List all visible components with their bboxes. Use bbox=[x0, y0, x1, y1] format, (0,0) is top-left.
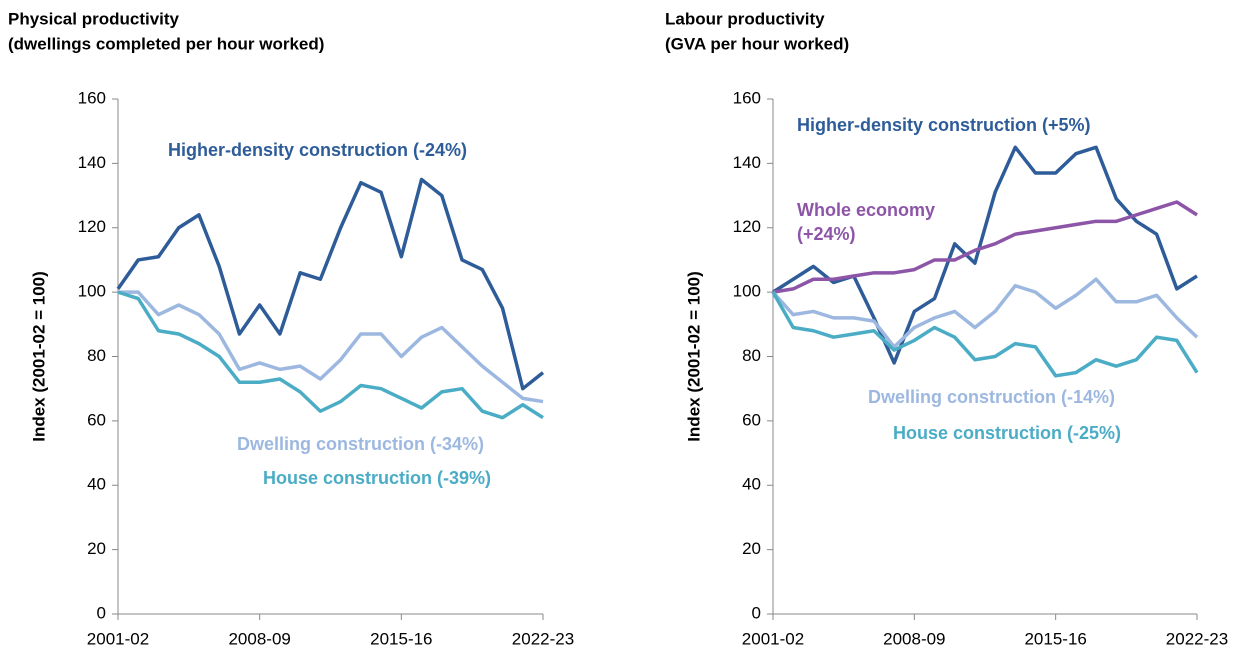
x-tick-label: 2001-02 bbox=[87, 629, 149, 648]
y-tick-label: 20 bbox=[742, 539, 761, 558]
y-tick-label: 80 bbox=[742, 346, 761, 365]
x-tick-label: 2008-09 bbox=[883, 629, 945, 648]
y-axis-label: Index (2001-02 = 100) bbox=[29, 271, 48, 442]
x-tick-label: 2015-16 bbox=[370, 629, 432, 648]
series-line bbox=[771, 277, 1199, 349]
series-line bbox=[116, 177, 545, 391]
y-tick-label: 80 bbox=[87, 346, 106, 365]
x-tick-label: 2015-16 bbox=[1024, 629, 1086, 648]
chart-title: (dwellings completed per hour worked) bbox=[8, 34, 324, 53]
y-tick-label: 0 bbox=[97, 603, 106, 622]
series-label: House construction (-39%) bbox=[263, 468, 492, 488]
series-line bbox=[772, 145, 1198, 365]
y-tick-label: 0 bbox=[752, 603, 761, 622]
x-tick-label: 2022-23 bbox=[1166, 629, 1228, 648]
y-tick-label: 100 bbox=[733, 282, 761, 301]
y-tick-label: 40 bbox=[742, 475, 761, 494]
series-line bbox=[771, 291, 1199, 378]
series-label: Higher-density construction (-24%) bbox=[168, 140, 468, 160]
y-tick-label: 60 bbox=[87, 410, 106, 429]
y-tick-label: 160 bbox=[733, 88, 761, 107]
chart-title: Labour productivity bbox=[665, 9, 825, 28]
chart-title: (GVA per hour worked) bbox=[665, 34, 849, 53]
series-line bbox=[118, 290, 544, 404]
y-tick-label: 100 bbox=[78, 282, 106, 301]
x-tick-label: 2001-02 bbox=[742, 629, 804, 648]
x-tick-label: 2022-23 bbox=[512, 629, 574, 648]
series-line bbox=[117, 290, 544, 420]
y-tick-label: 120 bbox=[733, 217, 761, 236]
y-tick-label: 20 bbox=[87, 539, 106, 558]
series-line bbox=[772, 200, 1198, 294]
series-label: House construction (-25%) bbox=[893, 423, 1122, 443]
y-tick-label: 60 bbox=[742, 410, 761, 429]
series-label: Whole economy (+24%) bbox=[797, 200, 936, 244]
x-tick-label: 2008-09 bbox=[228, 629, 290, 648]
y-tick-label: 160 bbox=[78, 88, 106, 107]
y-tick-label: 40 bbox=[87, 475, 106, 494]
y-tick-label: 140 bbox=[78, 153, 106, 172]
series-label: Dwelling construction (-14%) bbox=[868, 387, 1116, 407]
y-tick-label: 140 bbox=[733, 153, 761, 172]
series-label: Dwelling construction (-34%) bbox=[237, 434, 485, 454]
y-tick-label: 120 bbox=[78, 217, 106, 236]
y-axis-label: Index (2001-02 = 100) bbox=[684, 271, 703, 442]
series-label: Higher-density construction (+5%) bbox=[797, 115, 1091, 135]
chart-title: Physical productivity bbox=[8, 9, 180, 28]
